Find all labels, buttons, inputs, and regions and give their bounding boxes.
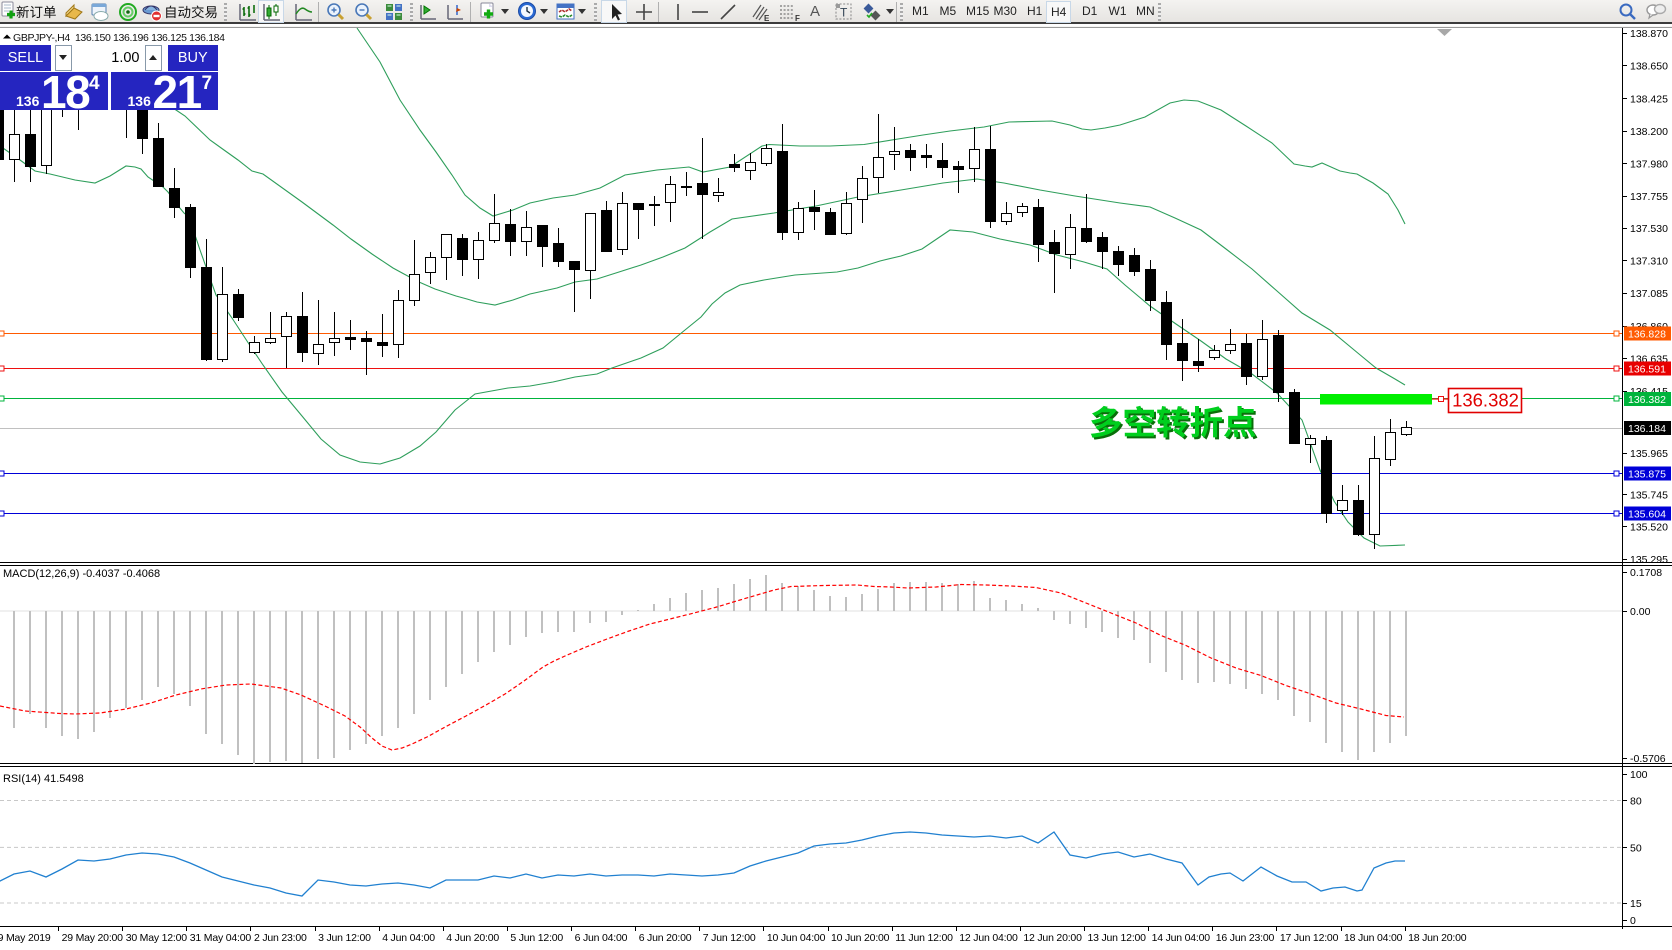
svg-text:18 Jun 20:00: 18 Jun 20:00 — [1408, 932, 1467, 944]
svg-text:F: F — [795, 14, 800, 23]
svg-text:0.00: 0.00 — [1630, 606, 1651, 618]
svg-text:136.184: 136.184 — [1628, 423, 1666, 435]
svg-text:136.382: 136.382 — [1452, 390, 1519, 411]
svg-text:29 May 20:00: 29 May 20:00 — [62, 932, 124, 944]
svg-text:137.530: 137.530 — [1630, 223, 1668, 235]
svg-text:0: 0 — [1630, 915, 1636, 927]
svg-text:0.1708: 0.1708 — [1630, 567, 1662, 579]
svg-text:7 Jun 12:00: 7 Jun 12:00 — [703, 932, 756, 944]
svg-text:12 Jun 04:00: 12 Jun 04:00 — [959, 932, 1018, 944]
svg-text:100: 100 — [1630, 769, 1648, 781]
svg-text:-0.5706: -0.5706 — [1630, 753, 1666, 765]
svg-text:136.382: 136.382 — [1628, 394, 1666, 406]
svg-text:6 Jun 04:00: 6 Jun 04:00 — [575, 932, 628, 944]
svg-text:RSI(14) 41.5498: RSI(14) 41.5498 — [3, 773, 84, 785]
svg-text:135.745: 135.745 — [1630, 490, 1668, 502]
svg-text:10 Jun 04:00: 10 Jun 04:00 — [767, 932, 826, 944]
svg-text:31 May 04:00: 31 May 04:00 — [190, 932, 252, 944]
svg-text:30 May 12:00: 30 May 12:00 — [126, 932, 188, 944]
svg-text:138.650: 138.650 — [1630, 61, 1668, 73]
svg-text:11 Jun 12:00: 11 Jun 12:00 — [895, 932, 953, 944]
svg-text:4 Jun 04:00: 4 Jun 04:00 — [382, 932, 435, 944]
svg-text:50: 50 — [1630, 842, 1642, 854]
svg-text:135.965: 135.965 — [1630, 448, 1668, 460]
svg-text:135.604: 135.604 — [1628, 509, 1666, 521]
svg-text:3 Jun 12:00: 3 Jun 12:00 — [318, 932, 371, 944]
svg-text:137.980: 137.980 — [1630, 159, 1668, 171]
svg-text:136.828: 136.828 — [1628, 329, 1666, 341]
svg-text:2 Jun 23:00: 2 Jun 23:00 — [254, 932, 307, 944]
svg-text:137.755: 137.755 — [1630, 191, 1668, 203]
svg-text:136.591: 136.591 — [1628, 364, 1666, 376]
svg-text:14 Jun 04:00: 14 Jun 04:00 — [1152, 932, 1211, 944]
svg-text:6 Jun 20:00: 6 Jun 20:00 — [639, 932, 692, 944]
svg-text:17 Jun 12:00: 17 Jun 12:00 — [1280, 932, 1339, 944]
svg-text:13 Jun 12:00: 13 Jun 12:00 — [1088, 932, 1147, 944]
svg-text:MACD(12,26,9) -0.4037 -0.4068: MACD(12,26,9) -0.4037 -0.4068 — [3, 568, 160, 580]
svg-text:137.085: 137.085 — [1630, 288, 1668, 300]
svg-text:138.425: 138.425 — [1630, 94, 1668, 106]
svg-text:12 Jun 20:00: 12 Jun 20:00 — [1023, 932, 1082, 944]
svg-text:E: E — [764, 14, 770, 23]
svg-text:135.875: 135.875 — [1628, 469, 1666, 481]
svg-text:4 Jun 20:00: 4 Jun 20:00 — [446, 932, 499, 944]
svg-text:138.870: 138.870 — [1630, 28, 1668, 40]
svg-text:5 Jun 12:00: 5 Jun 12:00 — [510, 932, 563, 944]
svg-text:T: T — [840, 6, 848, 20]
svg-text:16 Jun 23:00: 16 Jun 23:00 — [1216, 932, 1275, 944]
svg-text:15: 15 — [1630, 898, 1642, 910]
svg-text:137.310: 137.310 — [1630, 256, 1668, 268]
svg-text:29 May 2019: 29 May 2019 — [0, 932, 51, 944]
svg-text:135.520: 135.520 — [1630, 522, 1668, 534]
svg-text:135.295: 135.295 — [1630, 554, 1668, 566]
svg-text:138.200: 138.200 — [1630, 126, 1668, 138]
svg-text:18 Jun 04:00: 18 Jun 04:00 — [1344, 932, 1403, 944]
svg-text:80: 80 — [1630, 796, 1642, 808]
svg-text:10 Jun 20:00: 10 Jun 20:00 — [831, 932, 890, 944]
